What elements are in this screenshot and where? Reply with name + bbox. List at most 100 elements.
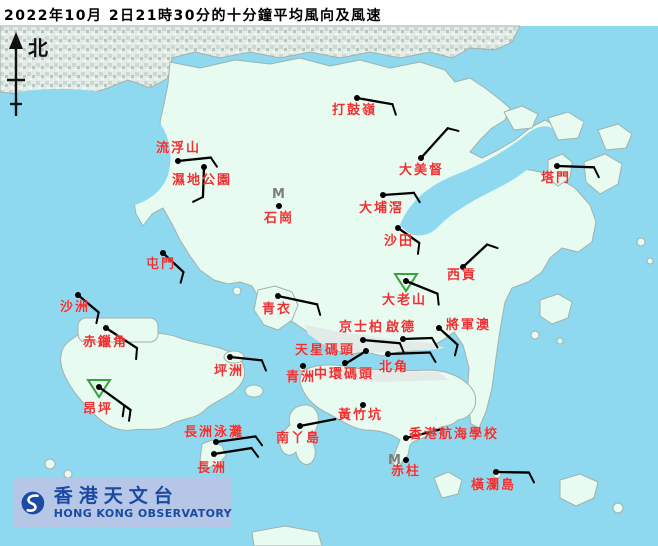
station-dot	[403, 278, 409, 284]
wind-barb-shaft	[396, 226, 421, 245]
station-label-tap-mun: 塔門	[541, 171, 572, 186]
wind-barb-tick	[391, 103, 397, 116]
wind-barb-shaft	[494, 470, 531, 474]
land-grass-island	[583, 153, 623, 195]
m-marker: M	[388, 453, 401, 468]
station-label-tsing-yi: 青衣	[262, 302, 293, 317]
station-wetland-park	[192, 164, 207, 203]
deep-bay	[16, 88, 171, 209]
station-label-waglan-island: 橫瀾島	[471, 478, 517, 493]
hko-logo: 香港天文台 HONG KONG OBSERVATORY	[14, 478, 232, 528]
station-label-shek-kong: 石崗	[264, 211, 295, 226]
wind-barb-shaft	[176, 156, 212, 163]
land-islet-1	[530, 330, 540, 340]
station-tuen-mun	[160, 250, 185, 284]
wind-barb-shaft	[201, 165, 206, 199]
land-kau-sai-chau	[539, 293, 573, 325]
station-label-tseung-kwan-o: 將軍澳	[446, 318, 492, 333]
triangle-marker	[86, 379, 112, 399]
land-islet-6	[44, 458, 56, 470]
station-label-stanley: 赤柱	[391, 464, 422, 479]
station-dot	[403, 435, 409, 441]
station-north-point	[385, 351, 437, 364]
station-ngong-ping	[86, 379, 132, 422]
hki-urban	[315, 369, 448, 382]
north-indicator: 北	[6, 30, 66, 122]
station-dot	[103, 325, 109, 331]
wind-barb-tick	[192, 195, 204, 203]
station-dot	[360, 337, 366, 343]
wind-barb-shaft	[97, 385, 132, 412]
land-kat-o	[547, 111, 585, 141]
wind-barb-tick	[412, 191, 421, 204]
station-green-island	[300, 363, 306, 369]
wind-barb-shaft	[404, 427, 445, 440]
wind-barb-shaft	[228, 355, 263, 362]
station-chek-lap-kok	[103, 325, 139, 361]
map-title: 2022年10月 2日21時30分的十分鐘平均風向及風速	[4, 8, 383, 24]
wind-barb-tick	[250, 447, 260, 458]
station-lamma-island	[297, 417, 337, 429]
station-tap-mun	[554, 163, 600, 179]
station-label-north-point: 北角	[379, 360, 410, 375]
station-dot	[211, 451, 217, 457]
station-label-lau-fau-shan: 流浮山	[156, 141, 202, 156]
station-label-hk-sea-school: 香港航海學校	[409, 427, 500, 442]
station-dot	[75, 292, 81, 298]
station-dot	[554, 163, 560, 169]
wind-barb-shaft	[555, 164, 596, 169]
hko-logo-icon	[21, 491, 45, 515]
land-islet-5	[612, 502, 624, 514]
wind-barb-shaft	[104, 326, 139, 350]
station-dot	[297, 423, 303, 429]
wind-barb-shaft	[419, 127, 449, 160]
station-kings-park	[360, 337, 406, 355]
wind-barb-tick	[95, 311, 100, 325]
wind-barb-tick	[179, 271, 185, 284]
station-dot	[360, 402, 366, 408]
station-dot	[175, 158, 181, 164]
station-wong-chuk-hang	[360, 402, 366, 408]
land-crooked-island	[503, 105, 539, 131]
station-dot	[436, 325, 442, 331]
station-dot	[493, 469, 499, 475]
wind-barb-shaft	[381, 191, 416, 197]
station-cheung-chau-beach	[213, 435, 264, 447]
land-islet-4	[646, 257, 654, 265]
station-label-green-island: 青洲	[286, 370, 317, 385]
station-label-kings-park: 京士柏	[339, 320, 385, 335]
wind-barb-shaft	[161, 251, 185, 274]
station-dot	[385, 351, 391, 357]
station-ta-kwu-ling	[354, 95, 397, 116]
wind-barb-tick	[436, 292, 440, 306]
station-tai-po-kau	[380, 191, 421, 204]
land-lamma	[279, 404, 319, 465]
wind-barb-tick	[430, 336, 439, 349]
wind-barb-shaft	[404, 279, 439, 295]
station-dot	[460, 264, 466, 270]
station-tates-cairn	[393, 273, 440, 306]
station-sha-tin	[395, 225, 421, 255]
land-airport	[77, 317, 159, 343]
title-strip	[0, 0, 658, 26]
land-shek-kwu-chau	[251, 525, 323, 546]
wind-barb-shaft	[276, 294, 319, 306]
station-label-lamma-island: 南丫島	[276, 431, 322, 446]
wind-barb-shaft	[298, 417, 337, 428]
station-dot	[276, 203, 282, 209]
wind-barb-shaft	[437, 326, 459, 346]
station-sai-kung	[460, 243, 499, 270]
station-peng-chau	[227, 354, 267, 372]
station-dot	[201, 164, 207, 170]
station-dot	[354, 95, 360, 101]
station-cheung-chau	[211, 446, 260, 458]
station-label-sha-chau: 沙洲	[60, 300, 91, 315]
wind-barb-tick	[260, 359, 267, 372]
wind-barb-shaft	[361, 338, 402, 345]
station-tseung-kwan-o	[436, 325, 459, 357]
station-dot	[160, 250, 166, 256]
